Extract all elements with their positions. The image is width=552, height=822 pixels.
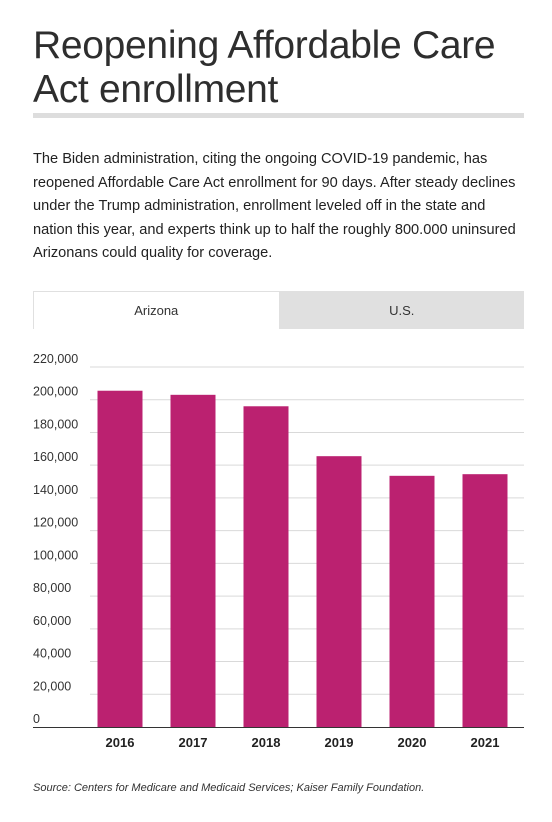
y-tick-label: 40,000 <box>33 647 71 661</box>
y-tick-label: 60,000 <box>33 614 71 628</box>
tab-us[interactable]: U.S. <box>389 302 415 318</box>
bar-2018[interactable] <box>243 406 289 727</box>
x-tick-label: 2017 <box>179 735 208 750</box>
x-tick-label: 2020 <box>398 735 427 750</box>
y-tick-label: 20,000 <box>33 679 71 693</box>
region-tabs: Arizona U.S. <box>33 291 524 329</box>
y-tick-label: 220,000 <box>33 352 78 366</box>
bar-chart: 0 20,000 40,000 60,000 80,000 100,000 120,000 1… <box>33 352 524 750</box>
y-tick-label: 0 <box>33 712 40 726</box>
bar-2016[interactable] <box>97 390 143 727</box>
y-tick-label: 200,000 <box>33 385 78 399</box>
x-tick-label: 2021 <box>471 735 500 750</box>
y-tick-label: 120,000 <box>33 516 78 530</box>
bar-2019[interactable] <box>316 456 362 727</box>
chart-title: Reopening Affordable Care Act enrollment <box>33 24 496 111</box>
bar-2021[interactable] <box>462 474 508 727</box>
x-tick-label: 2018 <box>252 735 281 750</box>
y-tick-label: 100,000 <box>33 548 78 562</box>
y-tick-label: 160,000 <box>33 450 78 464</box>
y-tick-label: 140,000 <box>33 483 78 497</box>
source-note: Source: Centers for Medicare and Medicai… <box>33 782 425 794</box>
x-tick-label: 2016 <box>106 735 135 750</box>
title-divider <box>33 113 524 118</box>
x-tick-label: 2019 <box>325 735 354 750</box>
chart-description: The Biden administration, citing the ong… <box>33 151 516 261</box>
y-tick-label: 180,000 <box>33 417 78 431</box>
bar-2017[interactable] <box>170 394 216 727</box>
y-tick-label: 80,000 <box>33 581 71 595</box>
tab-arizona[interactable]: Arizona <box>33 291 280 329</box>
bar-2020[interactable] <box>389 475 435 727</box>
